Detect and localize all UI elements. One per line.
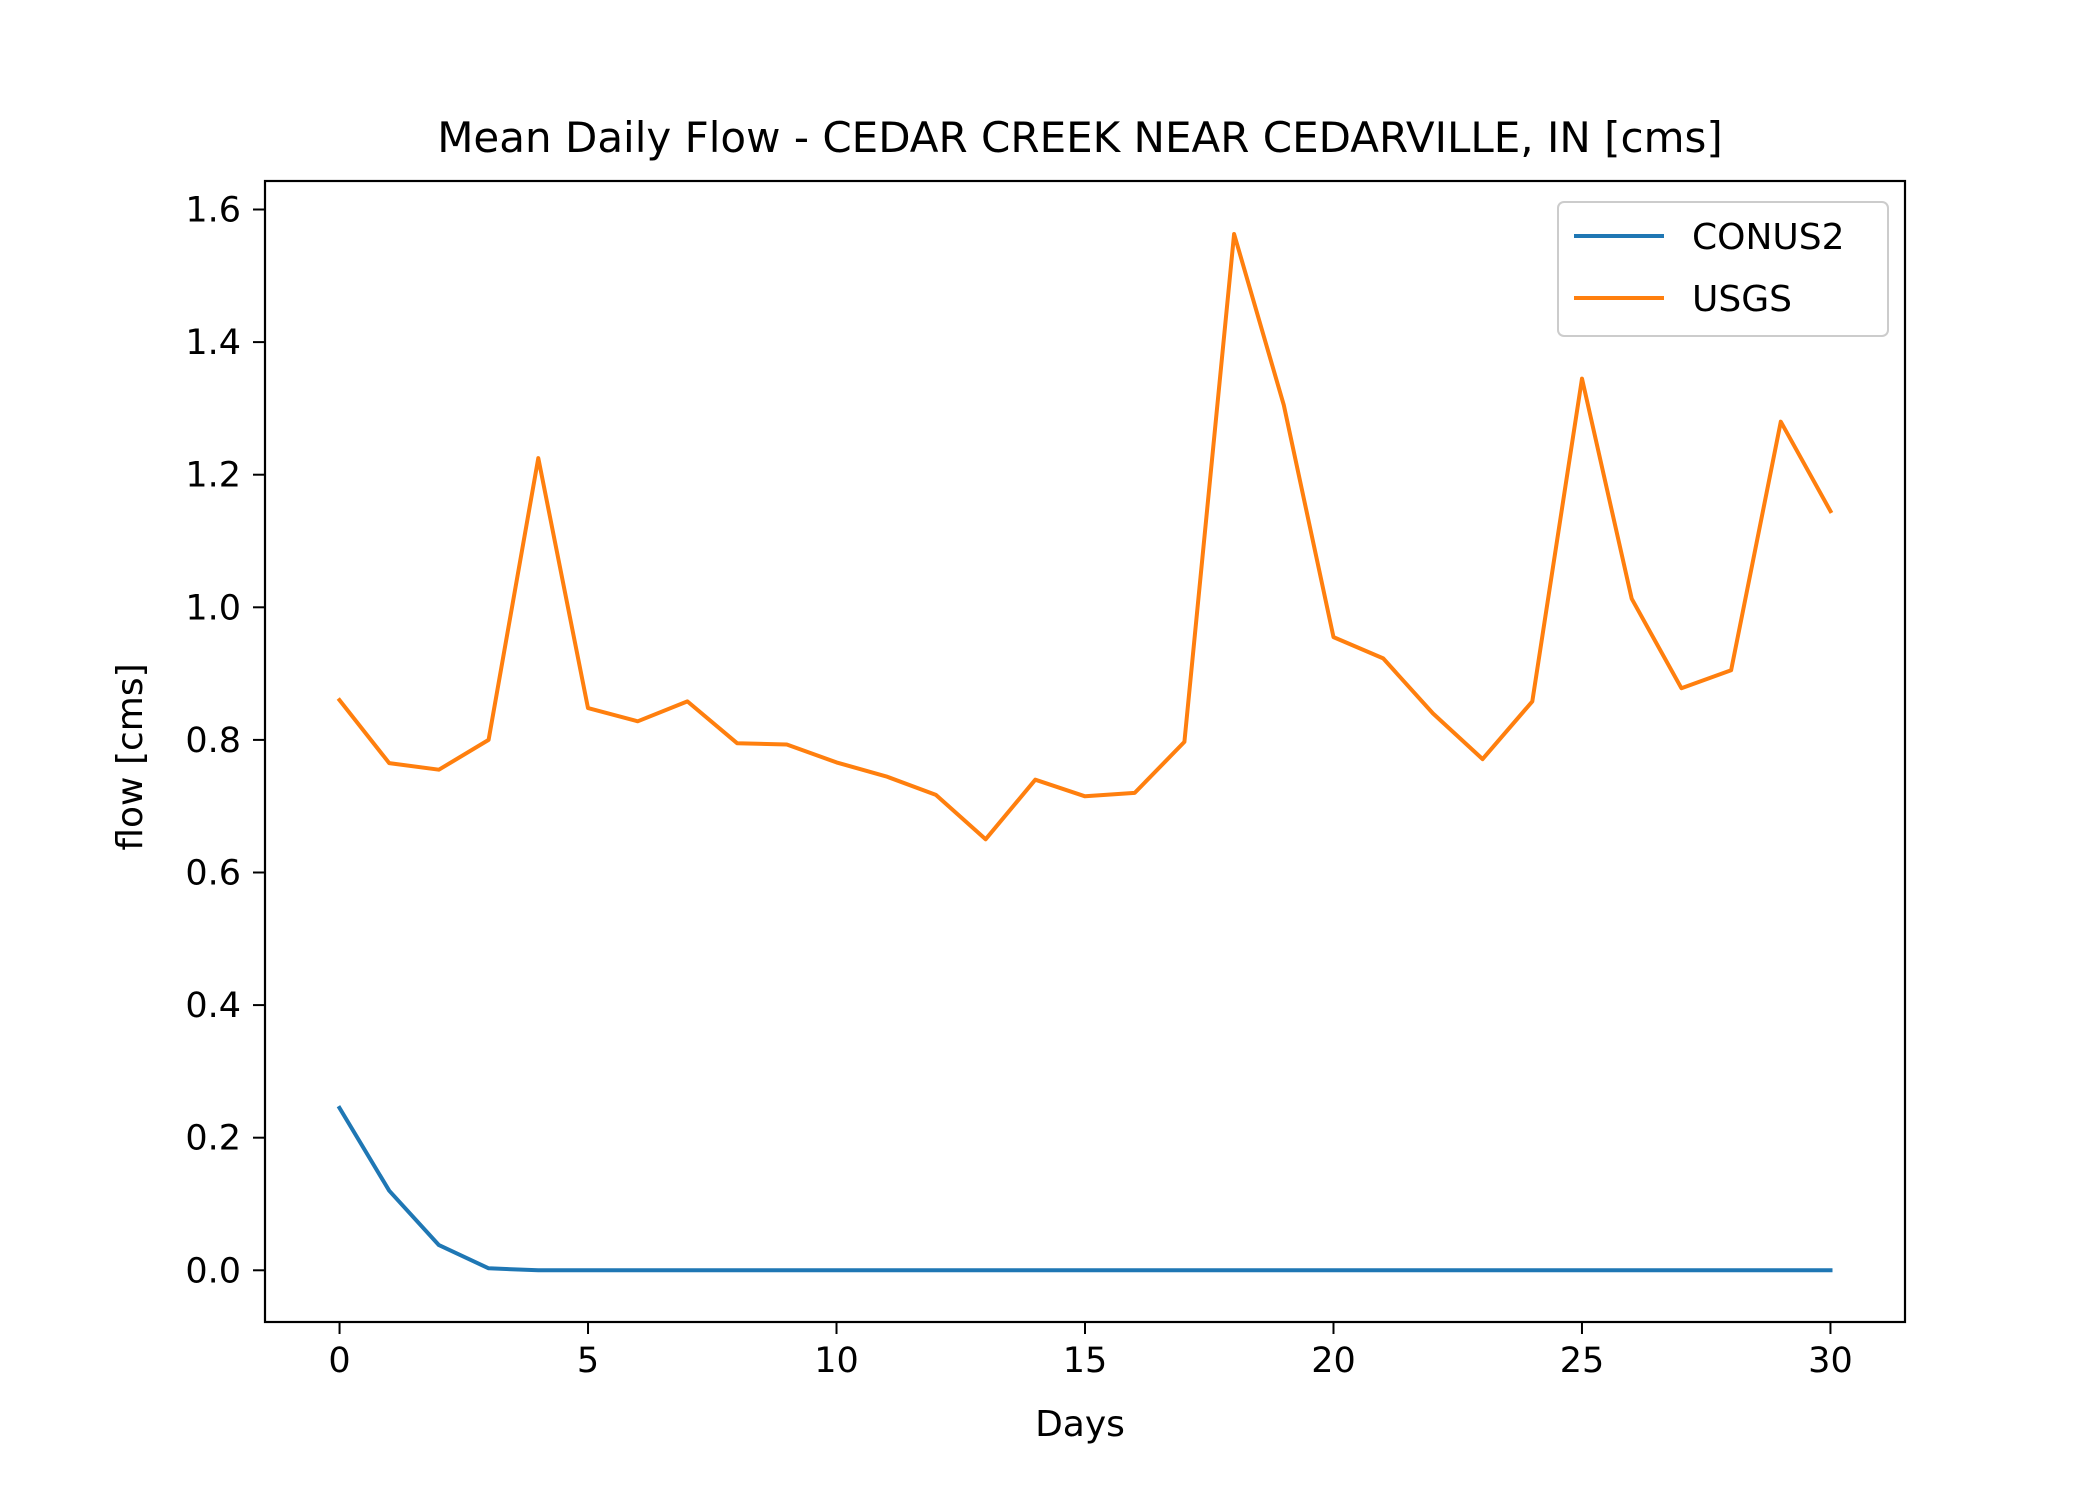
y-tick-label: 0.6	[185, 853, 241, 893]
y-tick-label: 0.4	[185, 986, 241, 1026]
x-tick-label: 0	[328, 1341, 350, 1381]
x-axis-label: Days	[1035, 1404, 1125, 1445]
y-tick-label: 1.4	[185, 323, 241, 363]
y-tick-label: 0.0	[185, 1251, 241, 1291]
x-tick-label: 15	[1063, 1341, 1108, 1381]
chart-title: Mean Daily Flow - CEDAR CREEK NEAR CEDAR…	[437, 113, 1723, 162]
x-tick-label: 30	[1808, 1341, 1853, 1381]
y-tick-label: 1.2	[185, 456, 241, 496]
y-tick-label: 1.0	[185, 588, 241, 628]
x-tick-label: 5	[577, 1341, 599, 1381]
series-line-usgs	[336, 232, 1834, 842]
y-tick-label: 0.2	[185, 1119, 241, 1159]
y-tick-label: 0.8	[185, 721, 241, 761]
x-tick-label: 20	[1311, 1341, 1356, 1381]
legend: CONUS2 USGS	[1557, 201, 1889, 337]
x-tick-label: 25	[1560, 1341, 1605, 1381]
x-tick-label: 10	[814, 1341, 859, 1381]
series-line-conus2	[336, 1105, 1833, 1273]
y-tick-label: 1.6	[185, 191, 241, 231]
legend-label-usgs: USGS	[1692, 279, 1792, 320]
plot-frame	[263, 179, 1907, 1324]
legend-label-conus2: CONUS2	[1692, 217, 1845, 258]
y-axis-label: flow [cms]	[110, 663, 151, 850]
